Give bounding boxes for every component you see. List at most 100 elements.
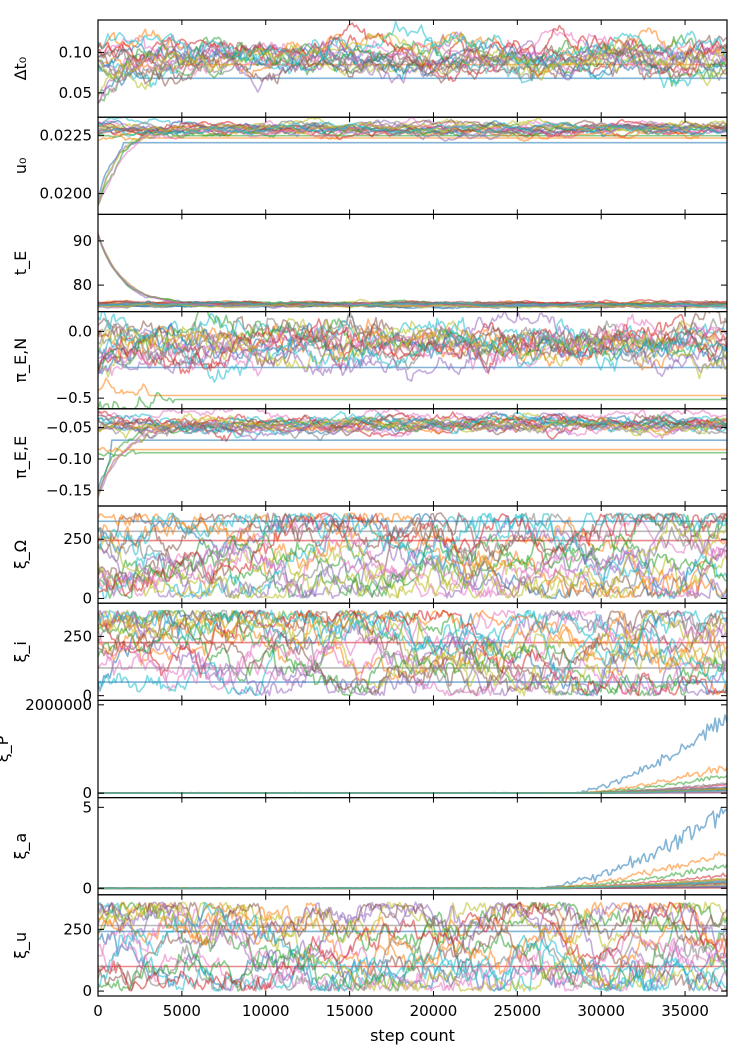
ytick-label-xiu: 250 [63,920,92,938]
trace-walker-u0-14 [98,118,727,141]
ytick-label-xiP: 0 [82,784,92,802]
trace-walker-xii-3 [98,609,727,697]
traces-tE [98,233,727,310]
trace-walker-u0-2 [98,134,727,141]
trace-walker-tE-19 [98,302,727,310]
trace-walker-xiOmega-16 [98,512,727,593]
trace-walker-xii-20 [98,609,727,695]
traces-piEE [98,408,727,498]
trace-walker-tE-1 [98,233,727,308]
ytick-label-xii: 0 [82,687,92,705]
panel-xia: 0 5 ξ_a [11,796,728,897]
ytick-label-xiOmega: 250 [63,530,92,548]
trace-walker-tE-20 [98,300,727,308]
ylabel-dt0: Δt₀ [11,57,30,81]
trace-walker-xiOmega-20 [98,512,727,571]
trace-walker-xiOmega-19 [98,519,727,600]
panel-xiOmega: 0 250 ξ_Ω [11,505,728,607]
trace-walker-piEN-19 [98,320,727,380]
ylabel-xiOmega: ξ_Ω [11,540,31,569]
trace-walker-xii-19 [98,609,727,697]
ytick-label-xia: 0 [82,879,92,897]
trace-walker-xii-16 [98,609,727,695]
ylabel-xia: ξ_a [11,833,31,860]
trace-walker-tE-5 [98,233,727,308]
trace-walker-piEN-20 [98,327,727,383]
traces-u0 [98,117,727,206]
ylabel-xiu: ξ_u [11,932,31,959]
x-axis-label: step count [370,1026,455,1045]
ytick-label-xia: 5 [82,798,92,816]
xtick-label: 15000 [326,1002,374,1020]
trace-walker-dt0-20 [98,20,727,68]
traces-xiP [98,714,727,794]
ytick-label-xiu: 0 [82,982,92,1000]
traces-xii [98,609,727,697]
traces-piEN [98,311,727,409]
ytick-label-dt0: 0.10 [59,43,92,61]
trace-walker-tE-9 [98,234,727,308]
ytick-label-piEN: 0.0 [68,323,92,341]
trace-walker-xiu-14 [98,901,727,992]
xtick-label: 25000 [493,1002,541,1020]
axes-frame-xiP [97,699,728,799]
trace-walker-xiu-19 [98,901,727,992]
ytick-label-tE: 80 [73,276,92,294]
trace-walker-xia-20 [98,880,727,890]
ytick-label-piEE: −0.15 [46,481,92,499]
panel-xiu: 0 250 ξ_u [11,894,728,1000]
ytick-label-xiOmega: 0 [82,589,92,607]
trace-walker-tE-13 [98,233,727,308]
xtick-label: 20000 [410,1002,458,1020]
trace-walker-xiOmega-17 [98,533,727,598]
trace-walker-piEN-18 [98,312,727,371]
ytick-label-piEN: −0.5 [56,389,92,407]
panel-tE: 80 90 t_E [11,213,728,313]
trace-walker-xiu-20 [98,902,727,992]
ylabel-xiP: ξ_P [0,735,13,762]
trace-walker-piEN-14 [98,318,727,375]
trace-walker-dt0-17 [98,40,727,104]
trace-walker-piEN-10 [98,311,727,356]
traces-xia [98,806,727,890]
panel-u0: 0.0200 0.0225 u₀ [11,116,728,215]
ytick-label-piEE: −0.10 [46,450,92,468]
trace-walker-piEE-7 [98,408,727,427]
trace-walker-dt0-11 [98,42,727,79]
trace-walker-dt0-19 [98,31,727,80]
ylabel-tE: t_E [11,251,31,275]
traces-dt0 [98,20,727,104]
trace-walker-tE-17 [98,233,727,310]
xtick-label: 10000 [242,1002,290,1020]
ytick-label-xii: 250 [63,627,92,645]
panel-dt0: 0.05 0.10 Δt₀ [11,19,728,118]
xtick-label: 30000 [577,1002,625,1020]
ylabel-xii: ξ_i [11,641,31,662]
trace-walker-piEN-3 [98,391,727,409]
panel-xii: 0 250 ξ_i [11,602,728,705]
trace-walker-xii-15 [98,609,727,697]
trace-walker-u0-19 [98,120,727,135]
ytick-label-u0: 0.0200 [40,185,93,203]
panel-xiP: 0 2000000 ξ_P [0,696,728,802]
panel-piEE: −0.15 −0.10 −0.05 π_E,E [11,408,728,507]
trace-walker-dt0-1 [98,71,727,94]
trace-walker-xiOmega-12 [98,512,727,599]
trace-walker-xii-12 [98,609,727,668]
trace-walker-piEN-11 [98,322,727,374]
traces-xiOmega [98,512,727,600]
trace-walker-piEE-3 [98,449,727,457]
panel-piEN: −0.5 0.0 π_E,N [11,311,728,410]
trace-walker-xiP-20 [98,789,727,794]
trace-walker-xia-1 [98,806,727,890]
xtick-label: 5000 [163,1002,201,1020]
trace-walker-tE-18 [98,300,727,309]
ylabel-piEE: π_E,E [11,436,31,479]
trace-walker-xii-10 [98,609,727,696]
trace-walker-xiP-1 [98,714,727,794]
ytick-label-dt0: 0.05 [59,84,92,102]
ylabel-u0: u₀ [11,158,30,175]
trace-walker-u0-1 [98,141,727,201]
